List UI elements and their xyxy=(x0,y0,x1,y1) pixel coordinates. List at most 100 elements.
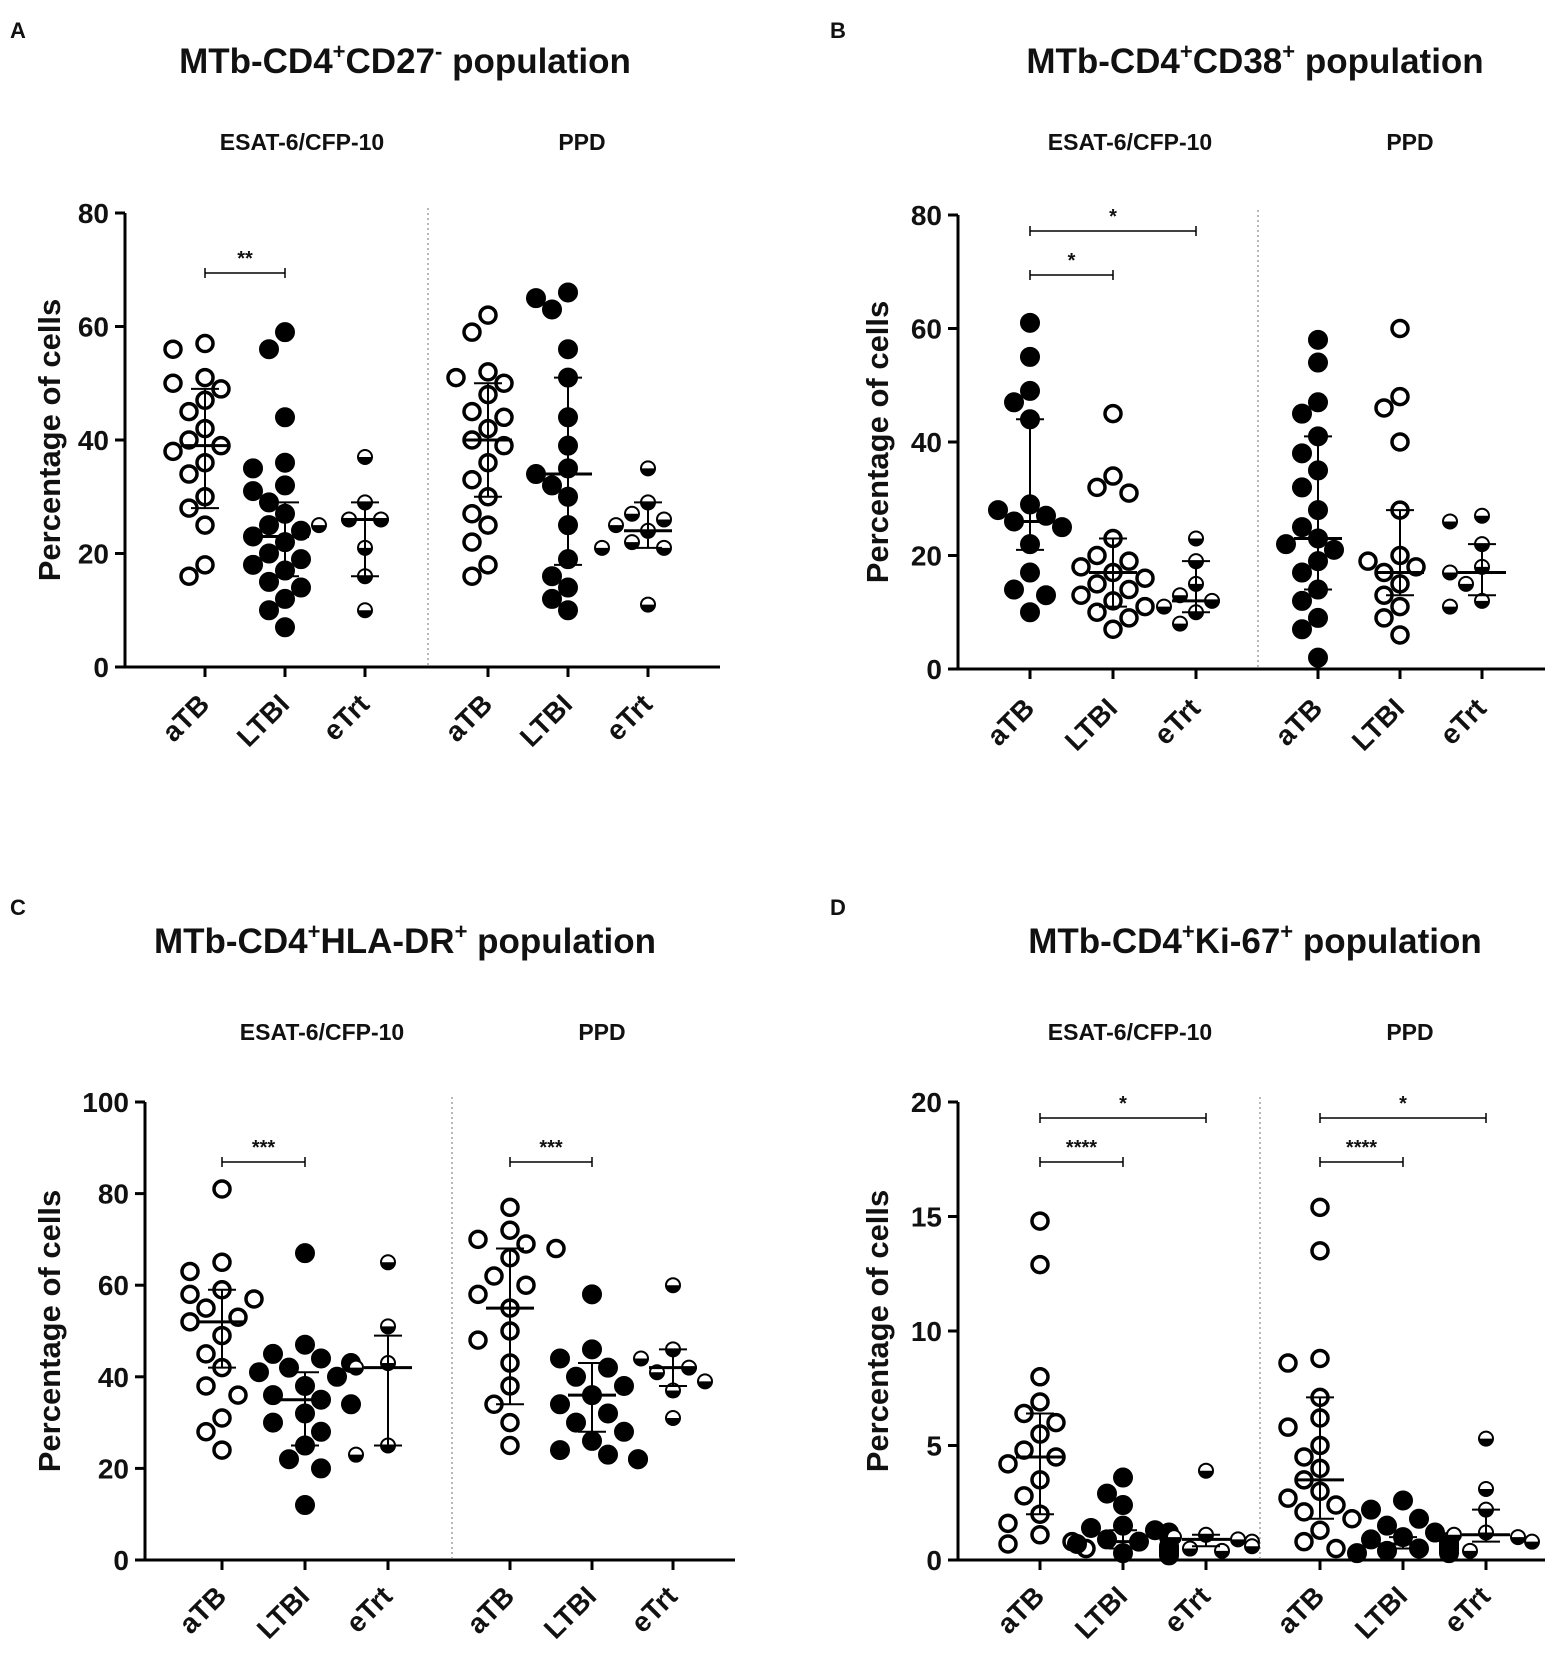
series-etrt: eTrt xyxy=(1438,1430,1540,1639)
data-point-fill xyxy=(1475,515,1489,523)
data-point xyxy=(468,1330,488,1350)
y-tick-label: 40 xyxy=(78,425,109,456)
series-ltbi: LTBI xyxy=(249,1243,361,1645)
data-point xyxy=(1087,574,1107,594)
data-point xyxy=(462,504,482,524)
data-point xyxy=(462,566,482,586)
title-text: population xyxy=(1295,42,1484,81)
data-point xyxy=(1342,1509,1362,1529)
x-tick-label: aTB xyxy=(1269,692,1328,751)
data-point xyxy=(665,1277,681,1294)
data-point xyxy=(327,1366,347,1387)
y-tick-label: 20 xyxy=(911,1087,942,1118)
title-text: population xyxy=(467,922,656,961)
x-tick-label: aTB xyxy=(439,688,498,747)
data-point xyxy=(1119,483,1139,503)
data-point xyxy=(494,435,514,456)
data-point xyxy=(1188,530,1204,547)
data-point xyxy=(275,407,295,428)
series-atb: aTB xyxy=(173,1179,264,1640)
data-point xyxy=(468,1229,488,1250)
series-atb: aTB xyxy=(991,1211,1096,1640)
data-point xyxy=(1347,1543,1367,1564)
data-point-fill xyxy=(1479,1489,1493,1497)
data-point xyxy=(259,571,279,592)
series-etrt: eTrt xyxy=(1434,507,1506,751)
data-point xyxy=(1166,1529,1182,1546)
stimulus-label: PPD xyxy=(1386,1019,1433,1045)
y-axis-label: Percentage of cells xyxy=(860,301,895,584)
data-point xyxy=(259,339,279,360)
series-ltbi: LTBI xyxy=(538,1284,648,1645)
x-tick-label: LTBI xyxy=(231,688,295,752)
data-point-fill xyxy=(1245,1546,1259,1554)
data-point xyxy=(484,1266,504,1286)
series-atb: aTB xyxy=(981,312,1072,752)
data-point xyxy=(1030,1525,1050,1545)
data-point xyxy=(1308,607,1328,628)
data-point xyxy=(275,588,295,609)
x-tick-label: eTrt xyxy=(625,1580,683,1638)
x-tick-label: eTrt xyxy=(1158,1580,1216,1638)
significance-label: * xyxy=(1068,250,1076,272)
y-tick-label: 0 xyxy=(926,654,942,685)
data-point xyxy=(1310,1348,1330,1369)
data-point-fill xyxy=(381,1262,395,1270)
series-atb: aTB xyxy=(439,305,514,748)
x-tick-label: eTrt xyxy=(1148,692,1206,750)
data-point xyxy=(195,367,215,388)
y-tick-label: 80 xyxy=(98,1179,129,1210)
data-point xyxy=(311,1458,331,1479)
data-point xyxy=(558,339,578,360)
data-point xyxy=(1020,312,1040,333)
data-point-fill xyxy=(641,468,656,476)
data-point xyxy=(1292,619,1312,640)
data-point xyxy=(1087,602,1107,622)
data-point xyxy=(1292,403,1312,424)
series-atb: aTB xyxy=(1271,1197,1362,1640)
data-point xyxy=(1156,598,1172,615)
data-point xyxy=(263,1343,283,1364)
data-point xyxy=(1442,598,1458,615)
series-ltbi: LTBI xyxy=(1346,318,1426,757)
title-superscript: - xyxy=(435,39,442,64)
data-point-fill xyxy=(1167,1537,1181,1545)
data-point xyxy=(1294,1502,1314,1522)
title-text: MTb-CD4 xyxy=(1026,42,1180,81)
data-point xyxy=(1004,392,1024,413)
data-point xyxy=(1119,608,1139,628)
data-point xyxy=(1097,1483,1117,1504)
data-point xyxy=(263,1412,283,1433)
data-point-fill xyxy=(609,525,624,533)
data-point xyxy=(1409,1508,1429,1529)
title-superscript: + xyxy=(1180,39,1193,64)
data-point xyxy=(550,1440,570,1461)
series-etrt: eTrt xyxy=(594,460,672,747)
data-point xyxy=(275,322,295,343)
data-point xyxy=(462,322,482,342)
data-point-fill xyxy=(1173,623,1187,631)
y-tick-label: 20 xyxy=(911,541,942,572)
data-point-fill xyxy=(666,1390,680,1398)
data-point xyxy=(1390,432,1410,452)
data-point xyxy=(1230,1531,1246,1548)
data-point xyxy=(259,543,279,564)
data-point xyxy=(1310,1197,1330,1218)
significance-label: * xyxy=(1119,1093,1127,1115)
significance-label: * xyxy=(1109,206,1117,228)
y-tick-label: 20 xyxy=(98,1453,129,1484)
data-point-fill xyxy=(374,519,388,527)
data-point xyxy=(179,464,199,484)
data-point xyxy=(1390,318,1410,339)
y-tick-label: 15 xyxy=(911,1202,942,1233)
data-point xyxy=(558,577,578,598)
data-point-fill xyxy=(1443,521,1457,529)
data-point xyxy=(1308,352,1328,373)
data-point xyxy=(1020,346,1040,367)
data-point xyxy=(598,1403,618,1424)
data-point-fill xyxy=(349,1367,363,1375)
data-point xyxy=(1046,1412,1066,1433)
series-ltbi: LTBI xyxy=(1347,1490,1459,1645)
data-point xyxy=(526,288,546,309)
x-tick-label: eTrt xyxy=(317,688,375,746)
